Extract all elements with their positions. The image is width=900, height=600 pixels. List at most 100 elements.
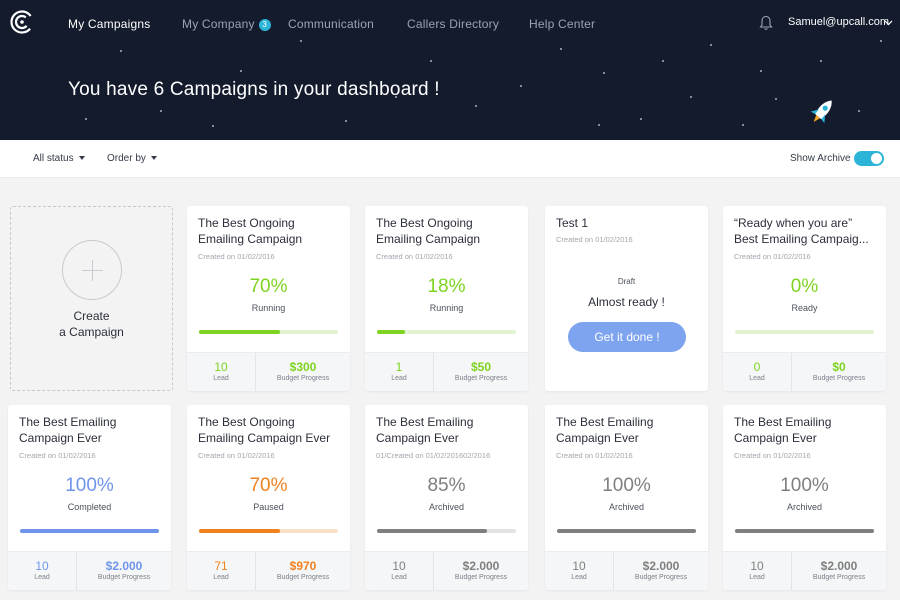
star (598, 124, 600, 126)
star (300, 40, 302, 42)
campaign-progress-bar (199, 330, 338, 334)
campaign-date: Created on 01/02/2016 (198, 252, 275, 261)
progress-fill (199, 330, 280, 334)
campaign-date: Created on 01/02/2016 (734, 252, 811, 261)
star (690, 96, 692, 98)
star (603, 72, 605, 74)
rocket-icon (810, 100, 832, 124)
campaign-status: Running (251, 303, 286, 313)
budget-label: Budget Progress (454, 375, 508, 382)
campaign-status: Running (429, 303, 464, 313)
create-campaign-card[interactable]: Create a Campaign (10, 206, 173, 391)
chevron-down-icon[interactable] (884, 18, 893, 27)
nav-callers-directory[interactable]: Callers Directory (407, 17, 500, 31)
campaign-date: Created on 01/02/2016 (556, 451, 633, 460)
show-archive-toggle[interactable] (854, 151, 884, 166)
budget-label: Budget Progress (276, 375, 330, 382)
progress-fill (20, 529, 159, 533)
budget-value: $2.000 (462, 559, 500, 573)
campaign-progress-bar (557, 529, 696, 533)
lead-label: Lead (34, 574, 50, 581)
lead-count: 1 (395, 360, 403, 374)
campaign-footer: 0 Lead $0 Budget Progress (723, 352, 886, 391)
star (395, 96, 397, 98)
lead-label: Lead (213, 574, 229, 581)
campaign-title: Test 1 (556, 216, 589, 230)
nav-my-company-label: My Company (182, 17, 255, 31)
footer-divider (255, 552, 256, 590)
star (742, 124, 744, 126)
campaign-date: Created on 01/02/2016 (198, 451, 275, 460)
lead-label: Lead (391, 375, 407, 382)
star (775, 98, 777, 100)
campaign-date: Created on 01/02/2016 (376, 252, 453, 261)
campaign-card[interactable]: The Best Emailing Campaign Ever Created o… (545, 405, 708, 590)
nav-help-center[interactable]: Help Center (529, 17, 596, 31)
budget-value: $0 (832, 360, 846, 374)
lead-label: Lead (213, 375, 229, 382)
lead-count: 10 (35, 559, 49, 573)
campaign-percent: 0% (790, 276, 819, 297)
campaign-percent: 100% (602, 475, 651, 496)
show-archive-label: Show Archive (790, 153, 851, 164)
campaign-card[interactable]: The Best Ongoing Emailing Campaign Create… (365, 206, 528, 391)
campaign-title: “Ready when you are” Best Emailing Campa… (734, 216, 869, 246)
upcall-logo-icon[interactable] (10, 10, 34, 34)
lead-count: 10 (392, 559, 406, 573)
progress-fill (199, 529, 280, 533)
footer-divider (76, 552, 77, 590)
campaign-footer: 10 Lead $2.000 Budget Progress (723, 551, 886, 590)
star (160, 110, 162, 112)
caret-down-icon (150, 156, 157, 160)
order-by-dropdown[interactable]: Order by (107, 153, 157, 164)
footer-divider (433, 353, 434, 391)
campaign-footer: 10 Lead $2.000 Budget Progress (545, 551, 708, 590)
star (212, 125, 214, 127)
campaign-card[interactable]: The Best Emailing Campaign Ever Created o… (8, 405, 171, 590)
campaign-card[interactable]: The Best Ongoing Emailing Campaign Create… (187, 206, 350, 391)
star (640, 118, 642, 120)
campaign-title: The Best Emailing Campaign Ever (734, 415, 832, 445)
star (662, 60, 664, 62)
budget-value: $300 (289, 360, 317, 374)
filter-bar: All status Order by Show Archive (0, 140, 900, 178)
star (560, 48, 562, 50)
campaign-card[interactable]: The Best Emailing Campaign Ever Created o… (723, 405, 886, 590)
plus-icon[interactable] (62, 240, 122, 300)
campaign-title: The Best Emailing Campaign Ever (19, 415, 117, 445)
status-filter-dropdown[interactable]: All status (33, 153, 85, 164)
budget-value: $970 (289, 559, 317, 573)
budget-value: $2.000 (642, 559, 680, 573)
campaign-card[interactable]: “Ready when you are” Best Emailing Campa… (723, 206, 886, 391)
nav-communication[interactable]: Communication (288, 17, 374, 31)
campaign-card[interactable]: The Best Ongoing Emailing Campaign Ever C… (187, 405, 350, 590)
budget-value: $2.000 (105, 559, 143, 573)
footer-divider (613, 552, 614, 590)
nav-my-company[interactable]: My Company 3 (182, 17, 271, 31)
get-it-done-button[interactable]: Get it done ! (568, 322, 686, 352)
footer-divider (255, 353, 256, 391)
nav-my-campaigns[interactable]: My Campaigns (68, 17, 151, 31)
campaign-title: The Best Emailing Campaign Ever (376, 415, 474, 445)
campaign-progress-bar (735, 330, 874, 334)
campaign-status: Completed (67, 502, 112, 512)
bell-icon[interactable] (759, 15, 773, 31)
budget-label: Budget Progress (812, 375, 866, 382)
campaign-status: Archived (428, 502, 464, 512)
star (85, 118, 87, 120)
page-title: You have 6 Campaigns in your dashboard ! (68, 79, 440, 100)
lead-count: 0 (753, 360, 761, 374)
campaign-title: The Best Ongoing Emailing Campaign Ever (198, 415, 331, 445)
campaign-percent: 70% (249, 475, 288, 496)
campaign-card-draft[interactable]: Test 1 Created on 01/02/2016 Draft Almos… (545, 206, 708, 391)
user-email-menu[interactable]: Samuel@upcall.com (788, 16, 890, 28)
campaign-card[interactable]: The Best Emailing Campaign Ever 01/Create… (365, 405, 528, 590)
campaign-title: The Best Ongoing Emailing Campaign (198, 216, 303, 246)
caret-down-icon (78, 156, 85, 160)
campaign-progress-bar (377, 330, 516, 334)
status-filter-label: All status (33, 153, 74, 164)
draft-message: Almost ready ! (588, 295, 665, 309)
star (430, 60, 432, 62)
footer-divider (433, 552, 434, 590)
campaign-status: Draft (617, 277, 636, 286)
